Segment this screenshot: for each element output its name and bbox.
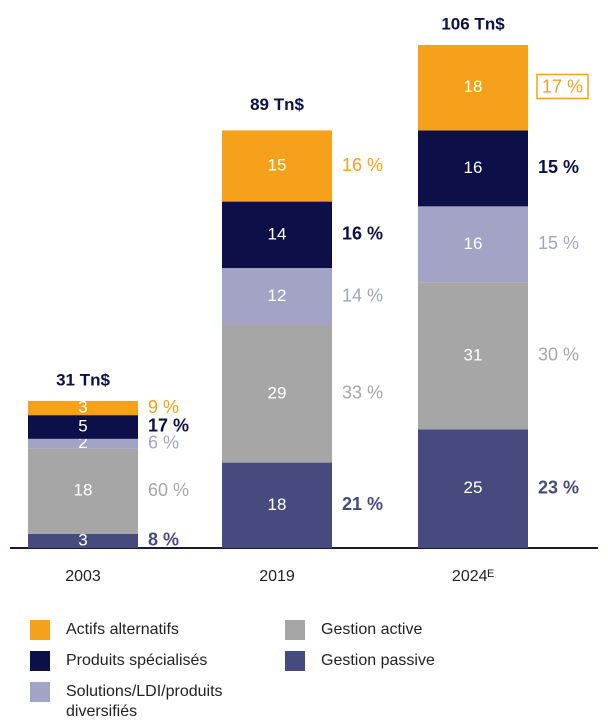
- share-label: 33 %: [342, 383, 383, 403]
- segment-label: 3: [78, 397, 87, 416]
- bar-segment: [222, 462, 332, 548]
- legend-item: Solutions/LDI/produits diversifiés: [30, 682, 280, 722]
- segment-label: 15: [268, 155, 287, 174]
- legend-item: Produits spécialisés: [30, 651, 280, 671]
- bar-segment: [418, 282, 528, 430]
- segment-label: 16: [464, 234, 483, 253]
- share-label: 23 %: [538, 477, 579, 497]
- bar-segment: [222, 268, 332, 325]
- segment-label: 12: [268, 286, 287, 305]
- segment-label: 14: [268, 224, 287, 243]
- segment-label: 3: [78, 530, 87, 549]
- share-label: 16 %: [342, 155, 383, 175]
- bar-segment: [28, 400, 138, 416]
- segment-label: 31: [464, 345, 483, 364]
- legend-label: Gestion passive: [321, 652, 435, 669]
- share-label: 9 %: [148, 397, 179, 417]
- total-label: 31 Tn$: [56, 370, 110, 389]
- legend-label: Gestion active: [321, 621, 423, 638]
- share-label: 60 %: [148, 480, 189, 500]
- bar-segment: [418, 130, 528, 207]
- segment-label: 29: [268, 383, 287, 402]
- x-tick-label: 2003: [65, 568, 101, 585]
- share-label: 21 %: [342, 494, 383, 514]
- chart: 3 8 % 18 60 % 2 6 % 5 17 % 3 9 % 31 Tn$ 2003 18 21 % 2…: [10, 14, 598, 585]
- legend-item: Actifs alternatifs: [30, 620, 280, 640]
- total-label: 106 Tn$: [441, 14, 505, 33]
- legend-item: Gestion active: [285, 620, 535, 640]
- share-label: 16 %: [342, 224, 383, 244]
- bar-segment: [418, 429, 528, 548]
- bar-segment: [418, 45, 528, 131]
- total-label: 89 Tn$: [250, 95, 304, 114]
- legend-label: Solutions/LDI/produits diversifiés: [66, 683, 223, 720]
- bar-segment: [28, 415, 138, 439]
- legend-swatch: [285, 651, 305, 671]
- share-label: 17 %: [542, 76, 583, 96]
- segment-label: 18: [268, 495, 287, 514]
- highlight-box: [536, 73, 589, 100]
- legend-label: Actifs alternatifs: [66, 621, 179, 638]
- legend-swatch: [30, 651, 50, 671]
- segment-label: 2: [78, 433, 87, 452]
- segment-label: 18: [74, 481, 93, 500]
- bar-segment: [222, 324, 332, 463]
- bar-segment: [222, 201, 332, 269]
- share-label: 15 %: [538, 157, 579, 177]
- bar-segment: [28, 533, 138, 548]
- share-label: 17 %: [148, 416, 189, 436]
- legend-swatch: [30, 682, 50, 702]
- share-label: 6 %: [148, 432, 179, 452]
- legend-swatch: [30, 620, 50, 640]
- legend-label: Produits spécialisés: [66, 652, 208, 669]
- share-label: 8 %: [148, 530, 179, 550]
- legend-item: Gestion passive: [285, 651, 535, 671]
- segment-label: 18: [464, 77, 483, 96]
- x-tick-label: 2019: [259, 568, 295, 585]
- share-label: 30 %: [538, 345, 579, 365]
- legend-swatch: [285, 620, 305, 640]
- share-label: 15 %: [538, 233, 579, 253]
- segment-label: 16: [464, 158, 483, 177]
- segment-label: 25: [464, 478, 483, 497]
- segment-label: 5: [78, 416, 87, 435]
- bar-segment: [418, 206, 528, 283]
- x-tick-label: 2024ᴱ: [452, 568, 495, 585]
- bar-segment: [28, 448, 138, 534]
- share-label: 14 %: [342, 285, 383, 305]
- bar-segment: [28, 438, 138, 449]
- bar-segment: [222, 130, 332, 202]
